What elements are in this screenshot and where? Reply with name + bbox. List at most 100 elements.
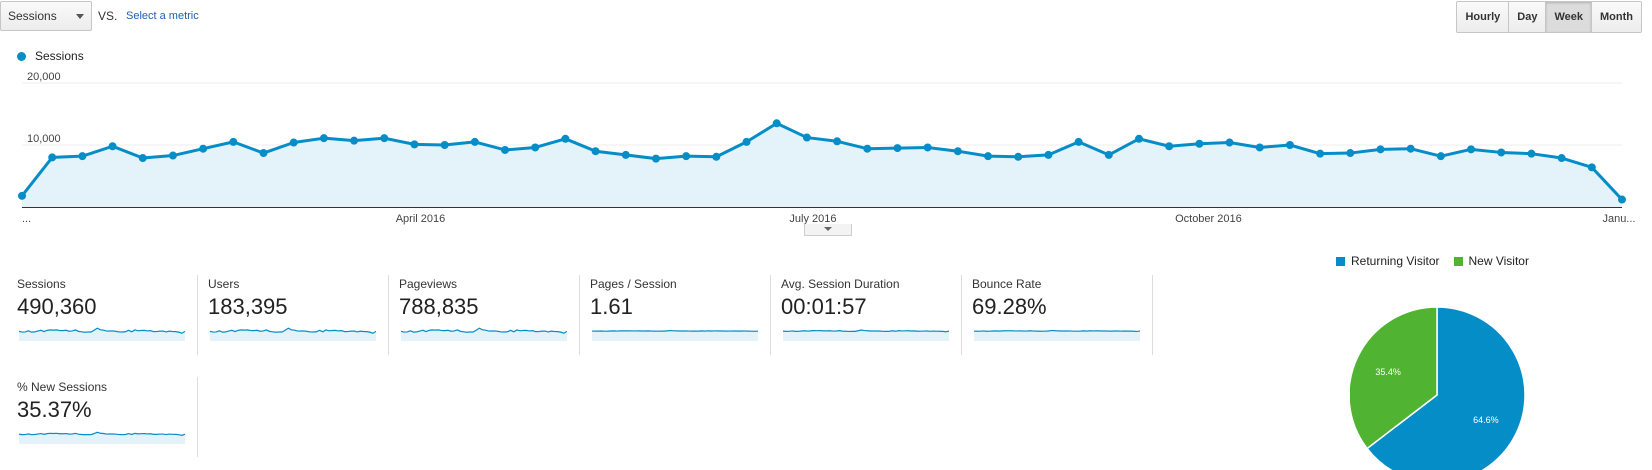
data-point[interactable] xyxy=(259,149,268,158)
sparkline-area xyxy=(783,330,949,341)
data-point[interactable] xyxy=(1618,195,1626,204)
data-point[interactable] xyxy=(802,133,811,142)
data-point[interactable] xyxy=(108,142,117,151)
data-point[interactable] xyxy=(1467,145,1476,154)
data-point[interactable] xyxy=(1436,152,1445,161)
data-point[interactable] xyxy=(380,134,389,143)
sparkline-line xyxy=(210,327,376,334)
metric-select-label: Sessions xyxy=(8,9,57,23)
divider xyxy=(1152,275,1153,355)
data-point[interactable] xyxy=(651,154,660,163)
data-point[interactable] xyxy=(350,136,359,145)
sessions-legend-dot-icon xyxy=(17,51,26,61)
day-button[interactable]: Day xyxy=(1508,2,1546,32)
sparkline xyxy=(783,329,949,341)
sparkline-line xyxy=(592,329,758,332)
y-tick-label: 10,000 xyxy=(27,133,61,145)
metric-pageviews[interactable]: Pageviews 788,835 xyxy=(399,277,580,355)
data-point[interactable] xyxy=(48,153,57,162)
data-point[interactable] xyxy=(1255,143,1264,152)
data-point[interactable] xyxy=(1044,150,1053,159)
data-point[interactable] xyxy=(1104,150,1113,159)
data-point[interactable] xyxy=(1406,144,1415,153)
data-point[interactable] xyxy=(410,140,419,149)
data-point[interactable] xyxy=(1195,139,1204,148)
data-point[interactable] xyxy=(168,151,177,160)
metric-users[interactable]: Users 183,395 xyxy=(208,277,389,355)
sparkline xyxy=(401,327,567,341)
data-point[interactable] xyxy=(591,147,600,156)
month-button[interactable]: Month xyxy=(1591,2,1641,32)
data-point[interactable] xyxy=(289,138,298,147)
metric-label: Bounce Rate xyxy=(972,277,1042,291)
divider xyxy=(388,275,389,355)
data-point[interactable] xyxy=(1285,141,1294,149)
metric-label: % New Sessions xyxy=(17,380,108,394)
data-point[interactable] xyxy=(712,152,721,161)
x-tick-label: Janu... xyxy=(1602,213,1635,225)
pie-legend-returning[interactable]: Returning Visitor xyxy=(1336,254,1440,268)
data-point[interactable] xyxy=(138,154,147,163)
metric-pages-per-session[interactable]: Pages / Session 1.61 xyxy=(590,277,771,355)
metric-value: 35.37% xyxy=(17,397,92,422)
metric-new-sessions[interactable]: % New Sessions 35.37% xyxy=(17,380,198,458)
data-point[interactable] xyxy=(742,137,751,146)
sparkline-line xyxy=(401,327,567,334)
pie-slice[interactable] xyxy=(1350,306,1438,450)
collapse-chart-handle[interactable] xyxy=(804,224,852,236)
data-point[interactable] xyxy=(319,134,328,143)
data-point[interactable] xyxy=(1074,137,1083,146)
metric-avg-session-duration[interactable]: Avg. Session Duration 00:01:57 xyxy=(781,277,962,355)
sparkline-line xyxy=(19,327,185,334)
data-point[interactable] xyxy=(621,150,630,159)
metric-sessions[interactable]: Sessions 490,360 xyxy=(17,277,198,355)
sparkline-line xyxy=(783,329,949,333)
y-tick-label: 20,000 xyxy=(27,71,61,83)
data-point[interactable] xyxy=(923,143,932,152)
data-point[interactable] xyxy=(1014,152,1023,161)
data-point[interactable] xyxy=(78,152,87,161)
metric-bounce-rate[interactable]: Bounce Rate 69.28% xyxy=(972,277,1153,355)
data-point[interactable] xyxy=(1587,163,1596,172)
data-point[interactable] xyxy=(501,145,510,154)
metric-label: Sessions xyxy=(17,277,66,291)
pie-legend-new[interactable]: New Visitor xyxy=(1453,254,1529,268)
data-point[interactable] xyxy=(1346,149,1355,158)
data-point[interactable] xyxy=(953,147,962,156)
data-point[interactable] xyxy=(682,152,691,161)
data-point[interactable] xyxy=(1316,149,1325,158)
divider xyxy=(579,275,580,355)
data-point[interactable] xyxy=(1527,149,1536,158)
data-point[interactable] xyxy=(893,144,902,153)
data-point[interactable] xyxy=(18,191,26,200)
metric-value: 490,360 xyxy=(17,294,97,319)
data-point[interactable] xyxy=(1134,134,1143,143)
sessions-line-chart[interactable]: 20,000 10,000... April 2016 July 2016 Octobe… xyxy=(0,66,1652,226)
sparkline xyxy=(592,329,758,341)
data-point[interactable] xyxy=(772,119,781,128)
data-point[interactable] xyxy=(1225,138,1234,147)
data-point[interactable] xyxy=(984,152,993,161)
pie-slice[interactable] xyxy=(1366,306,1526,470)
data-point[interactable] xyxy=(1165,142,1174,151)
data-point[interactable] xyxy=(863,144,872,153)
sparkline-area xyxy=(19,432,185,444)
visitor-type-pie-chart[interactable]: 64.6% 35.4% xyxy=(1350,282,1550,470)
hourly-button[interactable]: Hourly xyxy=(1457,2,1509,32)
metric-value: 69.28% xyxy=(972,294,1047,319)
metric-select[interactable]: Sessions xyxy=(0,1,92,31)
data-point[interactable] xyxy=(1557,154,1566,163)
data-point[interactable] xyxy=(561,134,570,143)
data-point[interactable] xyxy=(199,144,208,153)
data-point[interactable] xyxy=(229,137,238,146)
data-point[interactable] xyxy=(531,143,540,152)
data-point[interactable] xyxy=(470,137,479,146)
data-point[interactable] xyxy=(833,137,842,146)
week-button[interactable]: Week xyxy=(1545,2,1592,32)
pie-slice-label: 64.6% xyxy=(1473,415,1499,425)
data-point[interactable] xyxy=(1497,148,1506,157)
select-metric-link[interactable]: Select a metric xyxy=(126,10,199,22)
data-point[interactable] xyxy=(1376,145,1385,154)
metric-label: Pageviews xyxy=(399,277,458,291)
data-point[interactable] xyxy=(440,141,449,149)
